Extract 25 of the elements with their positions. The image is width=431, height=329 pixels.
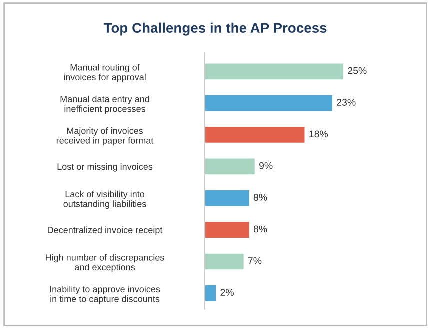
bar <box>205 158 255 175</box>
data-label: 8% <box>254 226 268 233</box>
y-tick-label: Lack of visibility into outstanding liabilities <box>64 190 146 210</box>
y-tick-label: Manual data entry and inefficient processes <box>60 96 150 114</box>
y-tick-label: Majority of invoices received in paper format <box>56 128 154 146</box>
y-tick-label: Lost or missing invoices <box>58 163 153 172</box>
bar <box>205 127 305 143</box>
data-label: 8% <box>254 194 268 201</box>
y-tick-label: Manual routing of invoices for approval <box>64 64 146 82</box>
chart-title: Top Challenges in the AP Process <box>104 22 327 36</box>
y-tick-label: High number of discrepancies and exceptions <box>46 254 164 272</box>
bar <box>205 254 244 270</box>
bar <box>205 286 216 302</box>
data-label: 25% <box>348 67 367 74</box>
bar <box>205 64 344 80</box>
data-label: 7% <box>248 258 262 264</box>
y-tick-label: Decentralized invoice receipt <box>48 226 163 236</box>
data-label: 2% <box>220 289 234 296</box>
data-label: 9% <box>259 162 273 170</box>
bar <box>205 95 332 112</box>
data-label: 18% <box>310 130 328 138</box>
bar <box>205 190 250 206</box>
data-label: 23% <box>337 99 356 106</box>
bar <box>205 222 250 238</box>
y-tick-label: Inability to approve invoices in time to capture discounts <box>50 286 160 304</box>
